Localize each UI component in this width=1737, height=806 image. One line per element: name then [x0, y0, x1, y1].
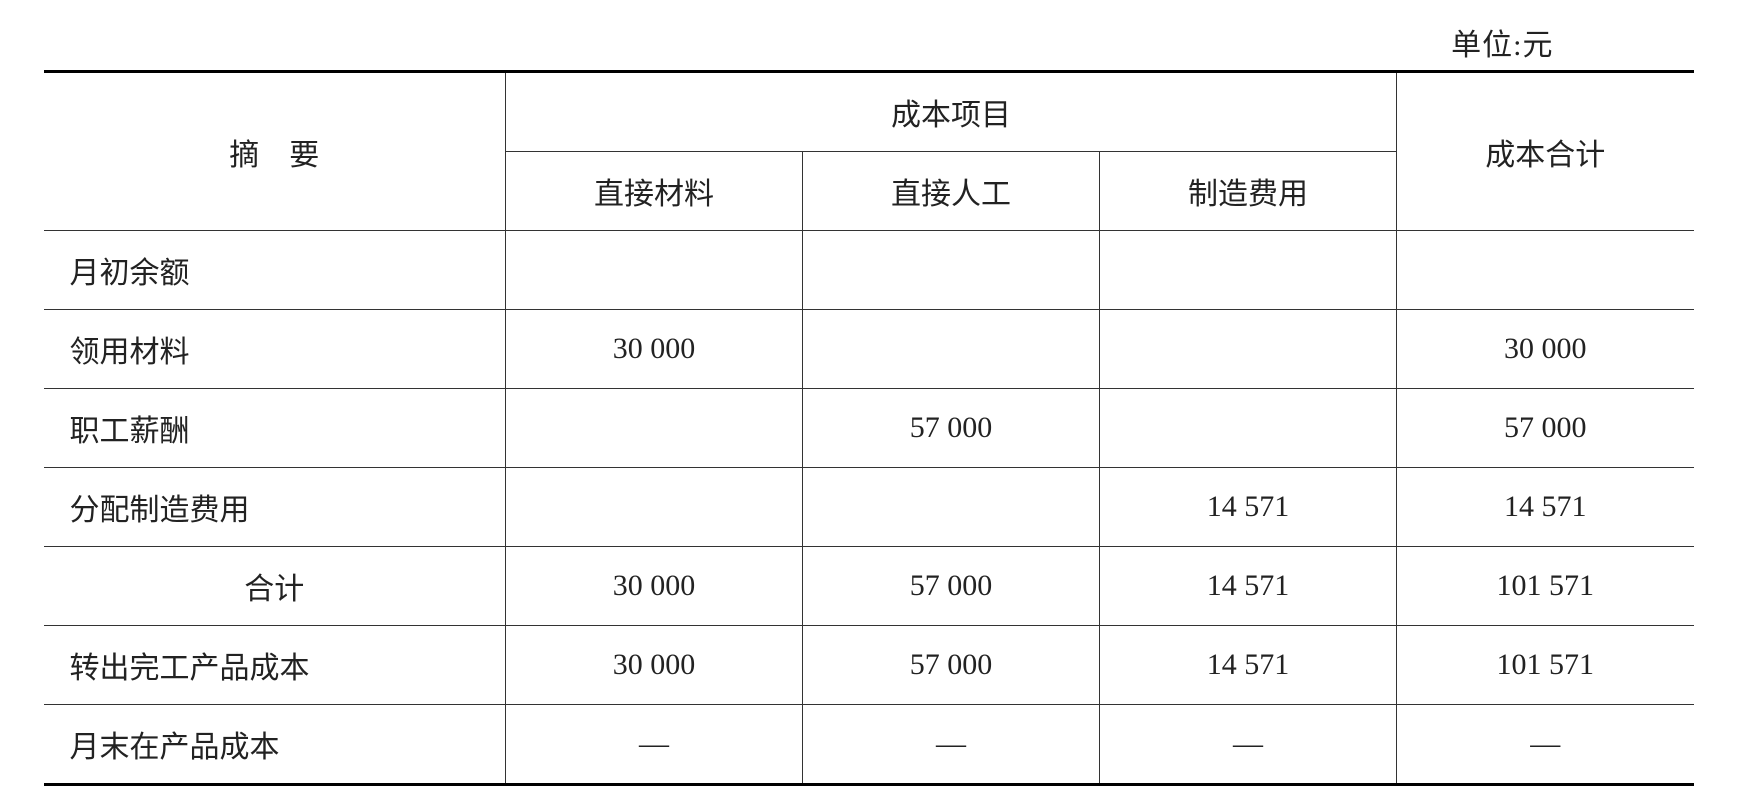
col-direct-labor: 直接人工	[803, 152, 1100, 231]
col-direct-materials: 直接材料	[506, 152, 803, 231]
cell	[506, 468, 803, 547]
unit-label: 单位:元	[44, 20, 1694, 64]
table-row: 职工薪酬 57 000 57 000	[44, 389, 1694, 468]
col-summary: 摘 要	[44, 72, 506, 231]
row-label: 转出完工产品成本	[44, 626, 506, 705]
cost-table: 摘 要 成本项目 成本合计 直接材料 直接人工 制造费用 月初余额领用材料30 …	[44, 70, 1694, 786]
cell: 30 000	[506, 547, 803, 626]
col-cost-items: 成本项目	[506, 72, 1397, 152]
cell: —	[1100, 705, 1397, 785]
cell	[1100, 231, 1397, 310]
cell: 14 571	[1397, 468, 1694, 547]
cell: 14 571	[1100, 468, 1397, 547]
table-row: 月初余额	[44, 231, 1694, 310]
cell	[1100, 389, 1397, 468]
cell: 101 571	[1397, 626, 1694, 705]
table-row: 合计30 00057 00014 571101 571	[44, 547, 1694, 626]
row-label: 月初余额	[44, 231, 506, 310]
cell	[803, 468, 1100, 547]
cell: 57 000	[803, 547, 1100, 626]
row-label: 职工薪酬	[44, 389, 506, 468]
table-row: 月末在产品成本————	[44, 705, 1694, 785]
cell: 30 000	[506, 626, 803, 705]
cell: 14 571	[1100, 547, 1397, 626]
cell: 101 571	[1397, 547, 1694, 626]
cell: 57 000	[803, 389, 1100, 468]
cell	[1100, 310, 1397, 389]
table-row: 转出完工产品成本30 00057 00014 571101 571	[44, 626, 1694, 705]
table-row: 领用材料30 00030 000	[44, 310, 1694, 389]
row-label: 分配制造费用	[44, 468, 506, 547]
table-row: 分配制造费用 14 57114 571	[44, 468, 1694, 547]
cell: 14 571	[1100, 626, 1397, 705]
cell: —	[506, 705, 803, 785]
row-label: 领用材料	[44, 310, 506, 389]
col-total-cost: 成本合计	[1397, 72, 1694, 231]
cell: —	[803, 705, 1100, 785]
col-mfg-overhead: 制造费用	[1100, 152, 1397, 231]
cell	[803, 310, 1100, 389]
cell	[506, 389, 803, 468]
cell: 30 000	[1397, 310, 1694, 389]
cell	[1397, 231, 1694, 310]
cell	[506, 231, 803, 310]
row-label: 合计	[44, 547, 506, 626]
cell: 30 000	[506, 310, 803, 389]
cell	[803, 231, 1100, 310]
cell: —	[1397, 705, 1694, 785]
cell: 57 000	[803, 626, 1100, 705]
cell: 57 000	[1397, 389, 1694, 468]
row-label: 月末在产品成本	[44, 705, 506, 785]
